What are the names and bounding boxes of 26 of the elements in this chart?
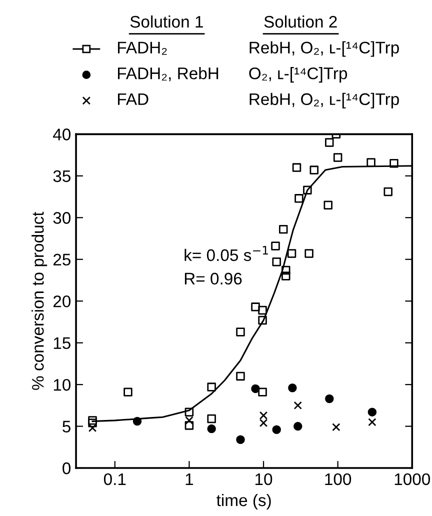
- legend-label: FADH₂, RebH: [118, 67, 218, 82]
- legend-title: Solution 1: [130, 15, 203, 28]
- text: O₂, ʟ-[¹⁴C]Trp: [249, 67, 348, 83]
- x-tick-label: 10: [256, 473, 272, 486]
- y-tick-label: 25: [53, 254, 70, 266]
- y-tick-label: 0: [62, 462, 71, 474]
- x-tick-label: 1000: [394, 473, 430, 486]
- y-tick-label: 20: [53, 295, 71, 308]
- y-tick-label: 5: [62, 420, 70, 432]
- text: Solution 2: [264, 15, 337, 28]
- annotation: k= 0.05 s$^{−1}$: [184, 246, 268, 262]
- y-tick-label: 35: [53, 170, 70, 182]
- y-tick-label: 15: [54, 337, 70, 350]
- y-axis-title: % conversion to product: [32, 212, 48, 390]
- annotation: R= 0.96: [184, 272, 242, 285]
- y-tick-label: 40: [53, 128, 71, 140]
- text: RebH, O₂, ʟ-[¹⁴C]Trp: [250, 41, 399, 57]
- y-tick-label: 10: [54, 378, 71, 391]
- legend-label: FAD: [118, 93, 148, 105]
- x-tick-label: 0.1: [104, 473, 126, 486]
- y-tick-label: 30: [53, 212, 71, 224]
- x-axis-title: time (s): [216, 494, 271, 510]
- x-tick-label: 1: [186, 473, 194, 485]
- x-tick-label: 100: [325, 473, 352, 486]
- legend-label: FADH₂: [118, 42, 167, 55]
- text: RebH, O₂, ʟ-[¹⁴C]Trp: [250, 92, 399, 108]
